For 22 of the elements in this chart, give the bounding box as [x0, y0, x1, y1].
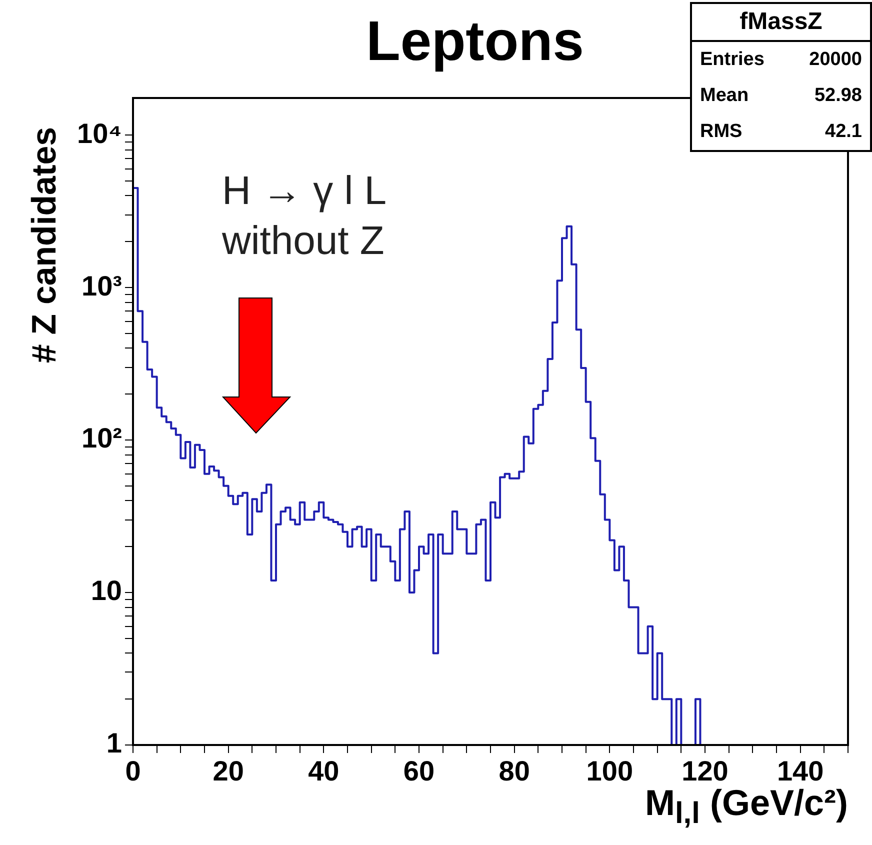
- y-tick-label: 10: [90, 575, 122, 606]
- y-tick-label: 10²: [82, 422, 122, 454]
- x-tick-label: 40: [308, 756, 340, 787]
- x-tick-label: 20: [212, 756, 244, 787]
- text: fMassZ: [692, 4, 870, 42]
- annotation: 42.1: [825, 121, 862, 143]
- y-tick-label: 1: [106, 728, 122, 759]
- annotation: without Z: [222, 218, 386, 265]
- text: Entries: [700, 49, 764, 71]
- y-axis-title: # Z candidates: [26, 126, 64, 364]
- y-tick-label: 10³: [82, 270, 122, 302]
- x-tick-label: 80: [498, 756, 530, 787]
- x-tick-label: 0: [125, 756, 141, 787]
- annotation: H → γ l L: [222, 168, 386, 215]
- chart-title: Leptons: [365, 8, 585, 73]
- annotation: Mean: [700, 85, 749, 107]
- x-tick-label: 100: [586, 756, 634, 787]
- x-tick-label: 60: [403, 756, 435, 787]
- annotation: RMS: [700, 121, 742, 143]
- y-tick-label: 10⁴: [77, 118, 122, 149]
- text: 20000: [809, 49, 862, 71]
- annotation: 52.98: [814, 85, 862, 107]
